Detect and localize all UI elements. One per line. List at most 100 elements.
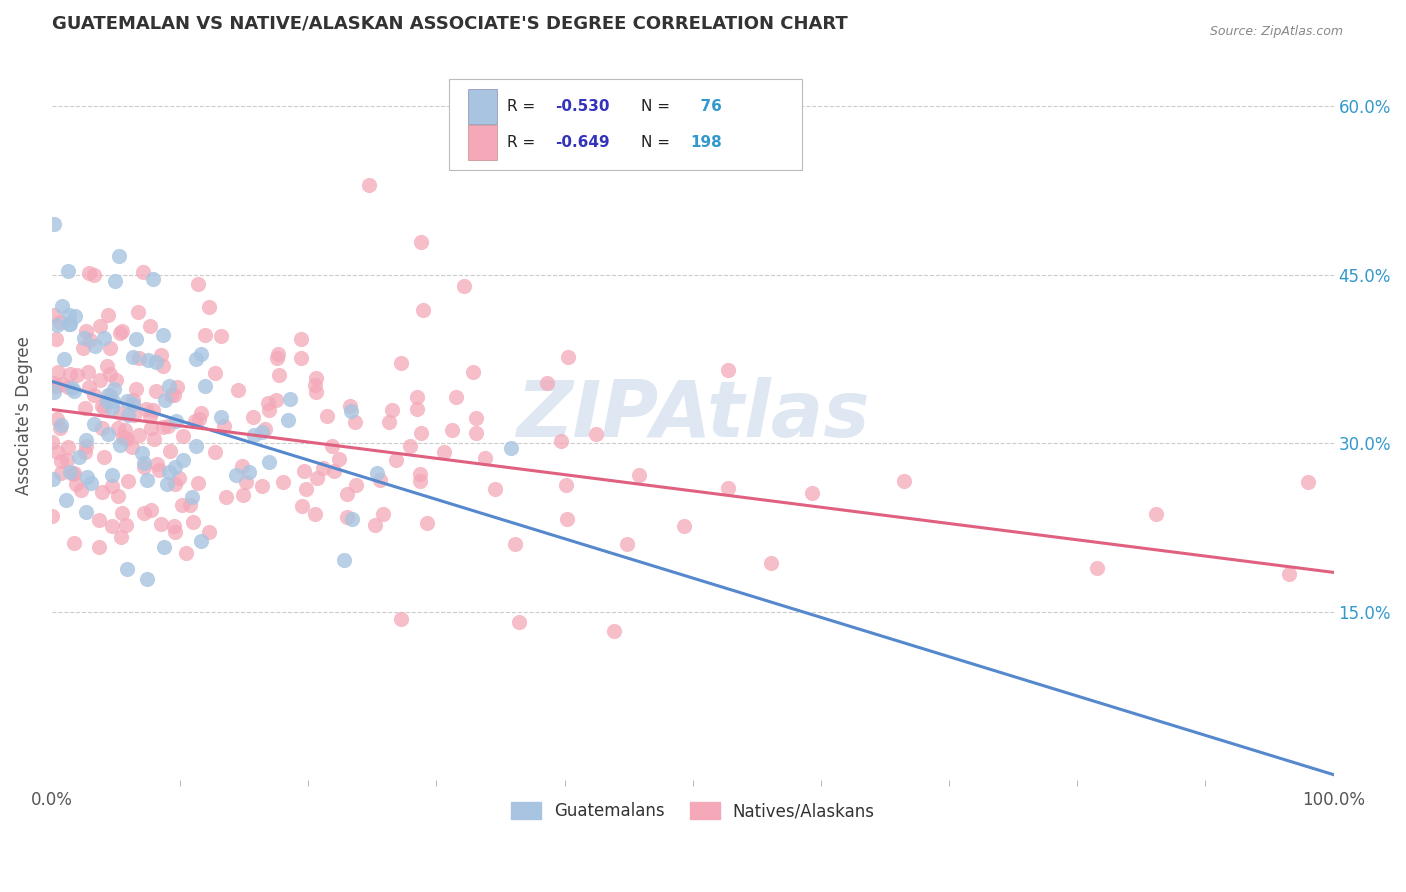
Point [46,412,69,426]
Point [453,278,475,293]
Point [75,439,97,453]
Point [159,443,181,458]
Point [79,475,101,490]
Point [75,401,97,416]
Point [264,392,287,407]
Point [328,451,350,466]
Point [110,530,132,544]
Point [228,384,250,398]
Point [105,373,128,387]
Point [536,376,558,391]
Text: -0.649: -0.649 [555,135,610,150]
Point [103,382,125,396]
Bar [468,88,496,124]
Point [292,464,315,478]
Point [340,404,363,418]
Point [172,429,194,443]
Point [51,299,73,313]
Point [290,332,312,346]
Point [84,339,107,353]
Point [505,537,527,551]
Bar [468,125,496,161]
Point [122,351,145,365]
Point [135,473,157,487]
Point [58,368,80,382]
Point [378,415,401,429]
Point [77,266,100,280]
Point [190,406,212,420]
Point [114,423,136,437]
Point [146,457,169,471]
Point [204,366,226,380]
Point [197,525,219,540]
Point [1278,567,1301,582]
Point [371,508,394,522]
Point [108,438,131,452]
Point [181,516,204,530]
Point [139,409,162,424]
Point [440,424,463,438]
FancyBboxPatch shape [449,79,801,170]
Point [717,481,740,495]
Point [800,486,823,500]
Point [508,615,530,629]
Point [125,382,148,396]
Point [225,467,247,482]
Point [107,489,129,503]
Point [717,362,740,376]
Point [135,572,157,586]
Point [75,445,97,459]
Point [83,417,105,431]
Point [187,475,209,490]
Point [111,507,134,521]
Point [235,475,257,490]
Point [60,381,83,395]
Text: Source: ZipAtlas.com: Source: ZipAtlas.com [1209,25,1343,38]
Point [107,249,129,263]
Point [139,319,162,334]
Point [267,347,290,361]
Point [97,427,120,442]
Point [381,403,404,417]
Point [63,384,86,398]
Point [101,401,124,416]
Point [152,359,174,373]
Point [174,546,197,560]
Point [70,483,93,497]
Point [278,392,301,406]
Point [58,264,80,278]
Point [332,553,354,567]
Point [41,434,63,449]
Point [139,420,162,434]
Point [461,365,484,379]
Text: N =: N = [641,99,675,113]
Point [339,399,361,413]
Point [51,376,73,391]
Point [45,332,67,346]
Point [181,491,204,505]
Point [357,178,380,192]
Text: 198: 198 [690,135,721,150]
Point [363,518,385,533]
Point [127,305,149,319]
Point [160,388,183,402]
Point [128,351,150,366]
Point [187,277,209,292]
Point [96,393,118,408]
Point [101,467,124,482]
Point [59,317,82,331]
Point [63,536,86,550]
Point [1085,561,1108,575]
Text: R =: R = [506,135,540,150]
Text: -0.530: -0.530 [555,99,610,113]
Point [75,505,97,519]
Point [90,485,112,500]
Point [1144,508,1167,522]
Point [125,332,148,346]
Point [184,439,207,453]
Point [464,411,486,425]
Point [232,488,254,502]
Text: GUATEMALAN VS NATIVE/ALASKAN ASSOCIATE'S DEGREE CORRELATION CHART: GUATEMALAN VS NATIVE/ALASKAN ASSOCIATE'S… [52,15,848,33]
Point [157,465,180,479]
Point [42,308,65,322]
